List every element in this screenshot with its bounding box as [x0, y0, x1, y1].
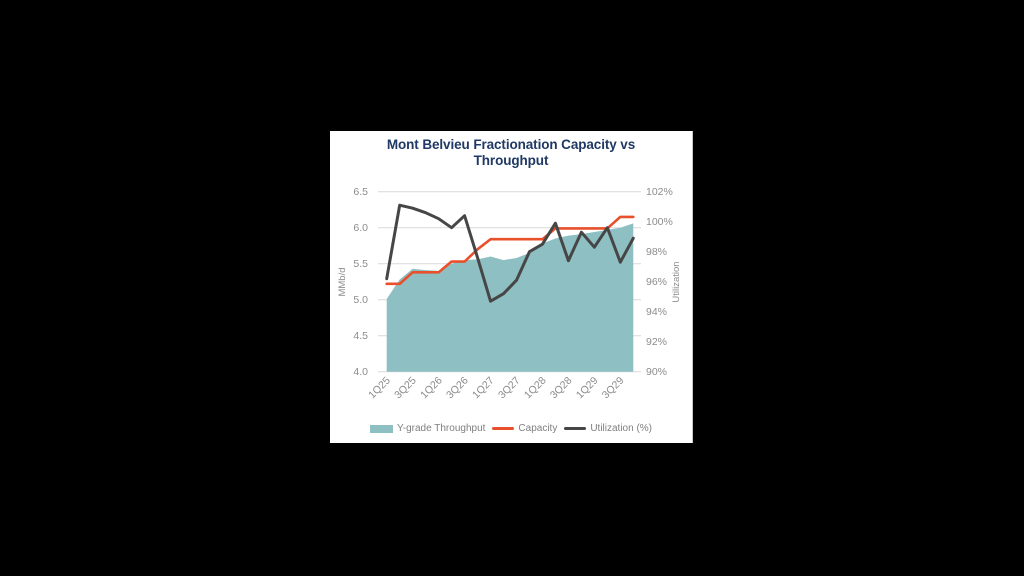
svg-text:3Q26: 3Q26	[444, 375, 471, 402]
svg-text:4.0: 4.0	[353, 366, 368, 378]
capacity-line-swatch-icon	[492, 427, 515, 430]
svg-text:90%: 90%	[646, 366, 667, 378]
right-axis-title: Utilization	[671, 261, 682, 302]
svg-text:1Q25: 1Q25	[366, 375, 393, 402]
svg-text:1Q29: 1Q29	[574, 375, 601, 402]
legend-label-capacity: Capacity	[518, 423, 558, 434]
legend-item-throughput: Y-grade Throughput	[370, 423, 485, 434]
svg-text:98%: 98%	[646, 246, 667, 258]
svg-text:92%: 92%	[646, 336, 667, 348]
svg-text:3Q29: 3Q29	[600, 375, 627, 402]
svg-text:102%: 102%	[646, 186, 673, 198]
svg-text:3Q28: 3Q28	[548, 375, 575, 402]
chart-panel: Mont Belvieu Fractionation Capacity vs T…	[330, 131, 693, 443]
legend-item-utilization: Utilization (%)	[564, 423, 652, 434]
svg-text:100%: 100%	[646, 216, 673, 228]
throughput-area-swatch-icon	[370, 424, 393, 433]
svg-text:96%: 96%	[646, 276, 667, 288]
utilization-line-swatch-icon	[564, 427, 587, 430]
svg-text:1Q26: 1Q26	[418, 375, 445, 402]
svg-text:94%: 94%	[646, 306, 667, 318]
svg-text:6.5: 6.5	[353, 186, 368, 198]
svg-text:5.0: 5.0	[353, 294, 368, 306]
svg-text:4.5: 4.5	[353, 330, 368, 342]
svg-text:1Q28: 1Q28	[522, 375, 549, 402]
svg-text:5.5: 5.5	[353, 258, 368, 270]
legend-label-throughput: Y-grade Throughput	[397, 423, 486, 434]
svg-text:1Q27: 1Q27	[470, 375, 497, 402]
svg-text:3Q27: 3Q27	[496, 375, 523, 402]
chart-legend: Y-grade Throughput Capacity Utilization …	[330, 423, 692, 434]
chart-canvas: 6.5 6.0 5.5 5.0 4.5 4.0 102% 100% 98% 96% 94% 92% 90…	[337, 186, 682, 402]
chart-title: Mont Belvieu Fractionation Capacity vs T…	[386, 137, 636, 168]
legend-item-capacity: Capacity	[492, 423, 557, 434]
svg-text:3Q25: 3Q25	[392, 375, 419, 402]
legend-label-utilization: Utilization (%)	[590, 423, 652, 434]
left-axis-title: MMb/d	[337, 267, 348, 296]
svg-text:6.0: 6.0	[353, 222, 368, 234]
